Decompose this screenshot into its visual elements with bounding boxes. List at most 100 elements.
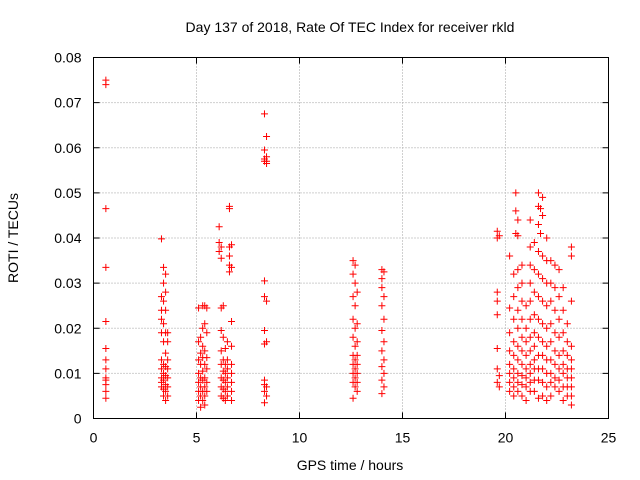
data-point [349, 257, 357, 265]
data-point [518, 347, 526, 355]
data-point [518, 392, 526, 400]
data-point [493, 345, 501, 353]
data-point [221, 369, 229, 377]
data-point [514, 342, 522, 350]
data-point [547, 356, 555, 364]
data-point [567, 252, 575, 260]
data-point [522, 365, 530, 373]
data-point [160, 320, 168, 328]
data-point [164, 365, 172, 373]
x-axis-label: GPS time / hours [297, 457, 404, 473]
data-point [219, 333, 227, 341]
data-point [510, 383, 518, 391]
data-point [514, 369, 522, 377]
data-point [534, 333, 542, 341]
data-point [221, 396, 229, 404]
data-point [537, 229, 545, 237]
data-point [506, 347, 514, 355]
data-point [215, 239, 223, 247]
data-point [526, 378, 534, 386]
data-point [162, 288, 170, 296]
data-point [102, 381, 110, 389]
data-point [518, 360, 526, 368]
data-point [351, 342, 359, 350]
y-tick-label-0-05: 0.05 [54, 185, 81, 201]
data-point [493, 227, 501, 235]
data-point [567, 401, 575, 409]
data-point [514, 306, 522, 314]
data-point [555, 376, 563, 384]
data-point [543, 324, 551, 332]
data-point [547, 378, 555, 386]
data-point [567, 383, 575, 391]
data-point [263, 297, 271, 305]
data-point [201, 360, 209, 368]
data-point [349, 293, 357, 301]
data-point [559, 369, 567, 377]
data-point [563, 320, 571, 328]
data-point [530, 311, 538, 319]
y-tick-labels: 0 0.01 0.02 0.03 0.04 0.05 0.06 0.07 0.0… [54, 50, 81, 427]
data-point [201, 347, 209, 355]
data-point [351, 279, 359, 287]
data-point [530, 288, 538, 296]
data-point [223, 374, 231, 382]
data-point [378, 363, 386, 371]
data-point [157, 365, 165, 373]
data-point [567, 374, 575, 382]
data-point [221, 345, 229, 353]
data-point [514, 324, 522, 332]
data-point [547, 279, 555, 287]
data-point [539, 252, 547, 260]
data-point [506, 252, 514, 260]
data-point [263, 383, 271, 391]
x-tick-label-15: 15 [395, 430, 411, 446]
data-point [351, 365, 359, 373]
data-point [380, 356, 388, 364]
data-point [260, 110, 268, 118]
data-point [539, 211, 547, 219]
data-point [543, 302, 551, 310]
data-point [223, 392, 231, 400]
data-point [567, 365, 575, 373]
data-point [203, 378, 211, 386]
data-point [203, 329, 211, 337]
data-point [160, 297, 168, 305]
data-point [228, 387, 236, 395]
data-point [201, 383, 209, 391]
data-point [526, 347, 534, 355]
data-point [518, 261, 526, 269]
data-point [567, 297, 575, 305]
data-point [102, 356, 110, 364]
data-point [539, 365, 547, 373]
data-point [506, 304, 514, 312]
data-point [351, 383, 359, 391]
data-point [493, 297, 501, 305]
data-point [522, 383, 530, 391]
data-point [157, 235, 165, 243]
data-point [102, 205, 110, 213]
data-point [547, 369, 555, 377]
data-point [102, 317, 110, 325]
data-point [380, 268, 388, 276]
data-point [351, 374, 359, 382]
data-point [217, 327, 225, 335]
data-point [351, 302, 359, 310]
data-point [530, 266, 538, 274]
data-point [534, 248, 542, 256]
data-point [199, 396, 207, 404]
data-point [197, 349, 205, 357]
data-point [510, 293, 518, 301]
data-point [551, 374, 559, 382]
data-point [547, 297, 555, 305]
data-point [514, 266, 522, 274]
data-point [514, 284, 522, 292]
data-point [559, 284, 567, 292]
x-tick-label-20: 20 [498, 430, 514, 446]
data-point [203, 304, 211, 312]
data-point [514, 378, 522, 386]
data-point [102, 345, 110, 353]
y-tick-label-0: 0 [74, 411, 82, 427]
data-point [260, 399, 268, 407]
data-point [349, 394, 357, 402]
